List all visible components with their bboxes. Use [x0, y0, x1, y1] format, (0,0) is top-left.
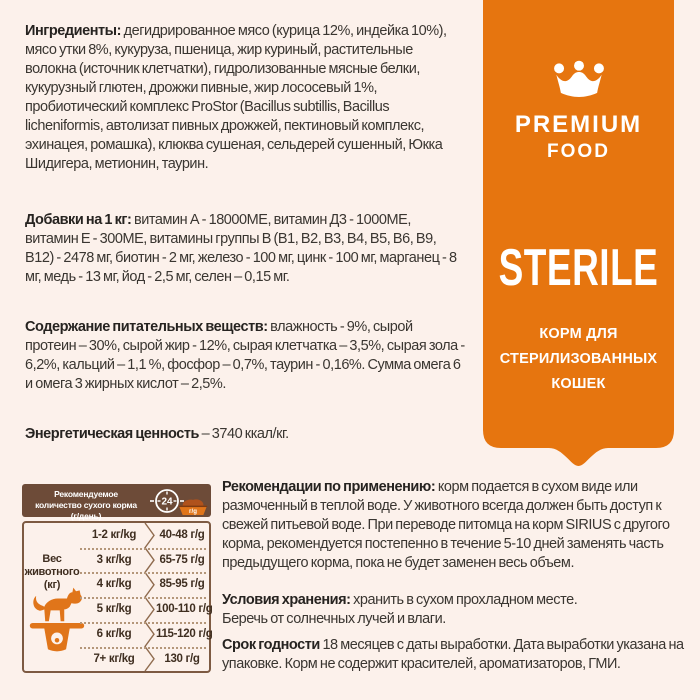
storage-title: Условия хранения:	[222, 592, 351, 608]
weight-value: 5 кг/kg	[96, 603, 132, 616]
row-separator	[80, 621, 206, 624]
row-separator	[80, 646, 206, 649]
clock-label: 24	[161, 497, 173, 508]
storage-text: хранить в сухом прохладном месте.	[353, 592, 578, 608]
brand-name-line1: PREMIUM	[514, 111, 643, 138]
nutrients-section: Содержание питательных веществ: влажност…	[25, 318, 465, 394]
usage-recommendations-section: Рекомендации по применению: корм подаетс…	[222, 478, 692, 573]
product-subtitle: КОРМ ДЛЯ СТЕРИЛИЗОВАННЫХ КОШЕК	[499, 326, 658, 392]
weight-value: 3 кг/kg	[96, 553, 132, 566]
feeding-table-title: Рекомендуемое количество сухого корма (г…	[35, 489, 137, 521]
product-badge: PREMIUM FOOD STERILE КОРМ ДЛЯ СТЕРИЛИЗОВ…	[483, 0, 674, 466]
shelf-life-title: Срок годности	[222, 637, 320, 653]
additives-title: Добавки на 1 кг:	[25, 212, 132, 228]
feeding-table-header: Рекомендуемое количество сухого корма (г…	[22, 484, 211, 521]
weight-value: 1-2 кг/kg	[91, 529, 137, 541]
energy-title: Энергетическая ценность	[25, 426, 199, 442]
amount-value: 115-120 г/g	[156, 627, 213, 640]
row-separator	[80, 572, 206, 575]
storage-text-line2: Беречь от солнечных лучей и влаги.	[222, 611, 446, 627]
crown-icon	[553, 60, 604, 97]
ingredients-title: Ингредиенты:	[25, 23, 121, 39]
weight-value: 7+ кг/kg	[93, 652, 135, 665]
feeding-table: Рекомендуемое количество сухого корма (г…	[22, 484, 213, 673]
ingredients-text: дегидрированное мясо (курица 12%, индейк…	[25, 23, 447, 172]
food-bowl-icon: г/g	[178, 499, 208, 515]
nutrients-title: Содержание питательных веществ:	[25, 319, 268, 335]
amount-value: 130 г/g	[164, 652, 200, 665]
additives-section: Добавки на 1 кг: витамин А - 18000МЕ, ви…	[25, 211, 465, 287]
weight-axis-label: Вес животного (кг)	[24, 553, 80, 591]
product-name: STERILE	[498, 238, 659, 297]
ingredients-section: Ингредиенты: дегидрированное мясо (куриц…	[25, 22, 465, 174]
cat-on-scale-icon	[29, 587, 85, 652]
nutrients-text: влажность - 9%, сырой протеин – 30%, сыр…	[25, 319, 465, 392]
energy-text: – 3740 ккал/кг.	[201, 426, 290, 442]
brand-name-line2: FOOD	[547, 141, 610, 162]
weight-value: 6 кг/kg	[96, 627, 132, 640]
amount-value: 65-75 г/g	[159, 553, 205, 566]
row-separator	[80, 597, 206, 600]
usage-text: корм подается в сухом виде или размоченн…	[222, 479, 670, 571]
additives-text: витамин А - 18000МЕ, витамин Д3 - 1000МЕ…	[25, 212, 457, 285]
energy-section: Энергетическая ценность – 3740 ккал/кг.	[25, 425, 465, 444]
amount-value: 40-48 г/g	[159, 529, 205, 541]
clock-24-icon: 24	[150, 489, 184, 513]
bowl-label: г/g	[189, 508, 197, 515]
amount-value: 100-110 г/g	[156, 603, 213, 616]
shelf-life-text: 18 месяцев с даты выработки. Дата вырабо…	[222, 637, 684, 672]
amount-value: 85-95 г/g	[159, 578, 205, 591]
shelf-life-section: Срок годности 18 месяцев с даты выработк…	[222, 636, 692, 674]
feeding-table-body: Вес животного (кг) 1-2 кг/kg 40-48 г/g	[22, 521, 213, 673]
weight-value: 4 кг/kg	[96, 578, 132, 591]
badge-background-shape	[483, 0, 674, 466]
storage-conditions-section: Условия хранения: хранить в сухом прохла…	[222, 591, 692, 629]
row-separator	[80, 547, 206, 550]
usage-title: Рекомендации по применению:	[222, 479, 436, 495]
